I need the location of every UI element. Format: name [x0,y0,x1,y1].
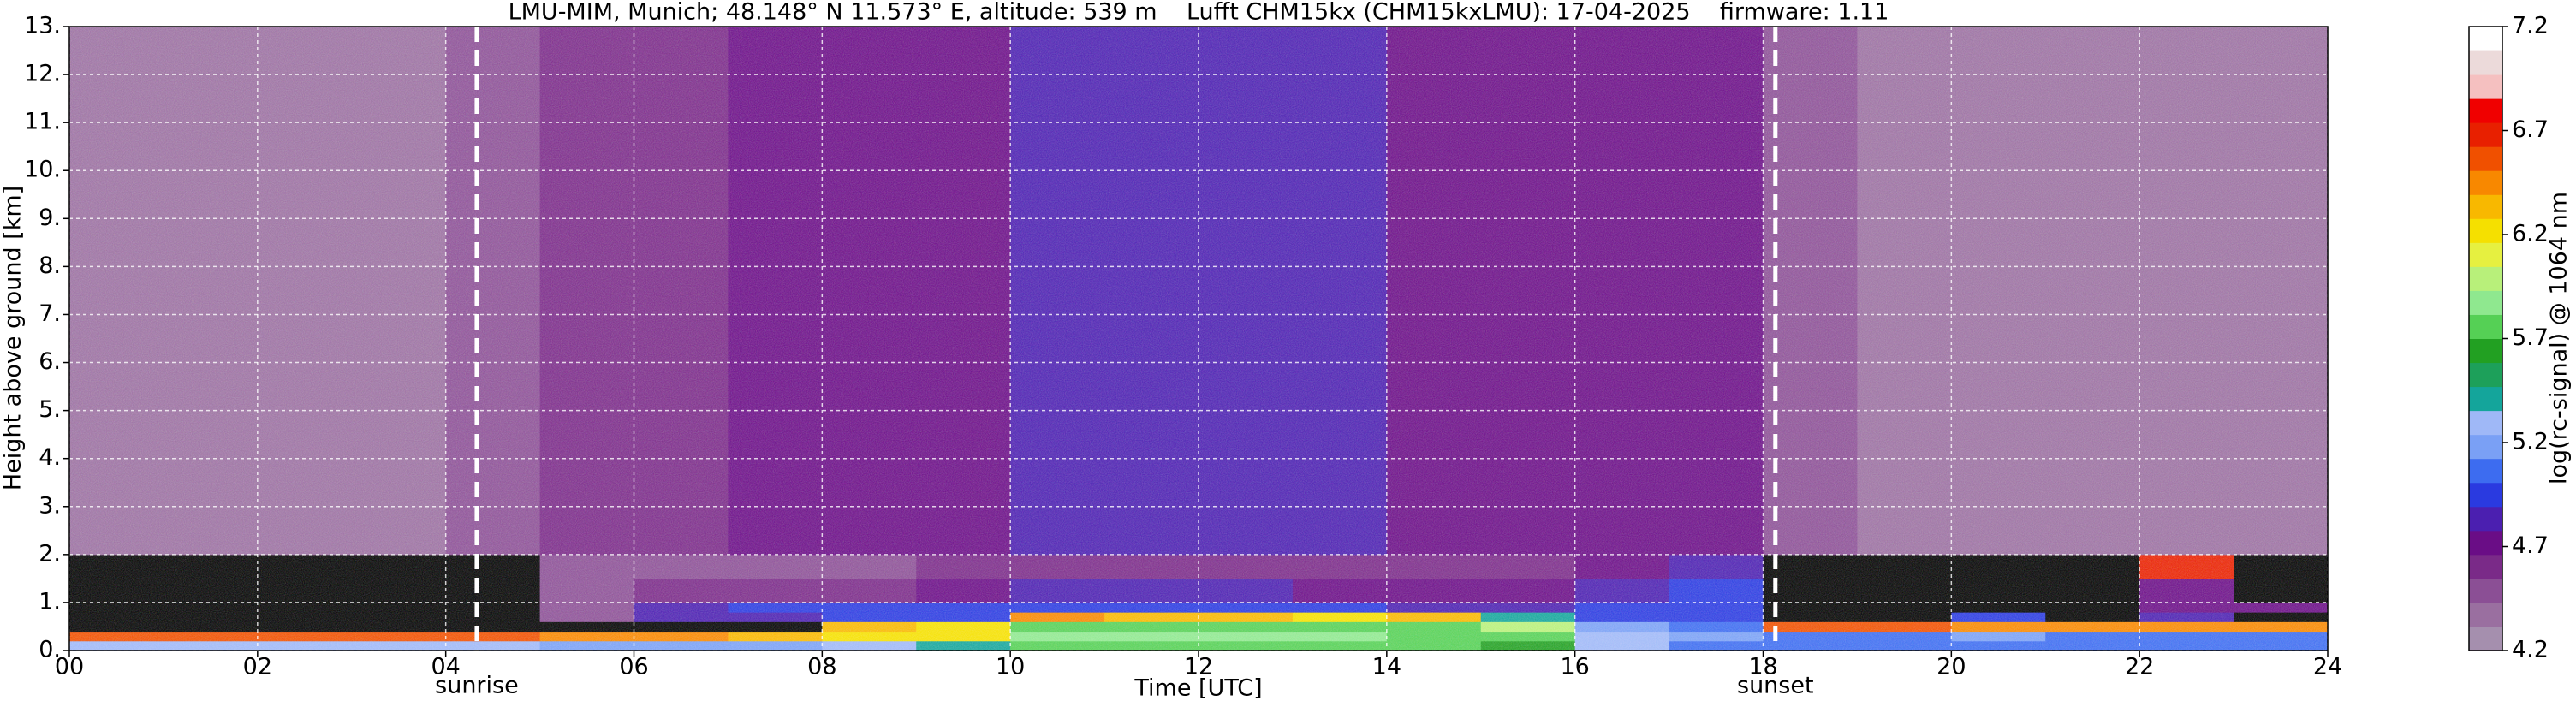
colorbar-tick-label: 6.7 [2512,116,2549,143]
x-tick-label: 20 [1936,654,1966,680]
colorbar-tick-label: 6.2 [2512,221,2549,247]
x-tick-label: 18 [1748,654,1777,680]
y-tick-label: 5. [39,396,61,423]
colorbar-band [2469,122,2502,147]
colorbar-band [2469,410,2502,436]
colorbar-band [2469,362,2502,388]
x-tick-label: 12 [1184,654,1213,680]
colorbar-band [2469,626,2502,651]
colorbar-band [2469,290,2502,315]
x-tick-label: 16 [1560,654,1589,680]
chart-title: LMU-MIM, Munich; 48.148° N 11.573° E, al… [509,0,1889,26]
colorbar-band [2469,50,2502,75]
colorbar-band [2469,482,2502,508]
x-axis-label: Time [UTC] [1133,675,1262,702]
colorbar-tick-label: 5.2 [2512,429,2549,455]
event-label: sunrise [435,673,519,699]
colorbar-band [2469,554,2502,579]
colorbar-band [2469,506,2502,532]
x-tick-label: 08 [807,654,836,680]
colorbar-band [2469,338,2502,364]
colorbar-band [2469,146,2502,171]
y-tick-label: 12. [24,61,61,87]
x-tick-label: 22 [2125,654,2154,680]
y-tick-label: 1. [39,588,61,615]
colorbar-band [2469,530,2502,556]
y-tick-label: 9. [39,205,61,231]
y-tick-label: 10. [24,157,61,183]
y-tick-label: 7. [39,300,61,327]
colorbar-tick-label: 4.2 [2512,637,2549,663]
y-tick-label: 8. [39,253,61,279]
colorbar-tick-label: 7.2 [2512,13,2549,39]
colorbar-band [2469,98,2502,123]
y-tick-label: 3. [39,492,61,519]
y-tick-label: 11. [24,109,61,135]
event-label: sunset [1737,673,1814,699]
x-tick-label: 04 [431,654,460,680]
x-tick-label: 14 [1372,654,1401,680]
plot-frame [68,26,2329,651]
colorbar-band [2469,266,2502,291]
colorbar-band [2469,74,2502,99]
colorbar-band [2469,314,2502,339]
x-tick-label: 10 [996,654,1025,680]
y-tick-label: 6. [39,348,61,375]
colorbar-band [2469,27,2502,51]
y-tick-label: 4. [39,444,61,471]
colorbar-tick-label: 4.7 [2512,532,2549,559]
y-tick-label: 13. [24,13,61,39]
x-tick-label: 02 [243,654,272,680]
y-axis-label: Height above ground [km] [0,186,27,490]
x-tick-label: 00 [55,654,84,680]
colorbar-tick-label: 5.7 [2512,324,2549,351]
x-tick-label: 06 [619,654,648,680]
colorbar-label: log(rc-signal) @ 1064 nm [2546,192,2573,484]
x-tick-label: 24 [2313,654,2342,680]
colorbar-band [2469,386,2502,412]
colorbar-band [2469,218,2502,243]
colorbar-band [2469,194,2502,219]
colorbar-band [2469,578,2502,603]
colorbar-band [2469,170,2502,195]
colorbar-band [2469,242,2502,267]
y-tick-label: 0. [39,637,61,663]
colorbar-band [2469,602,2502,627]
y-tick-label: 2. [39,540,61,567]
colorbar-band [2469,434,2502,460]
colorbar-band [2469,458,2502,484]
